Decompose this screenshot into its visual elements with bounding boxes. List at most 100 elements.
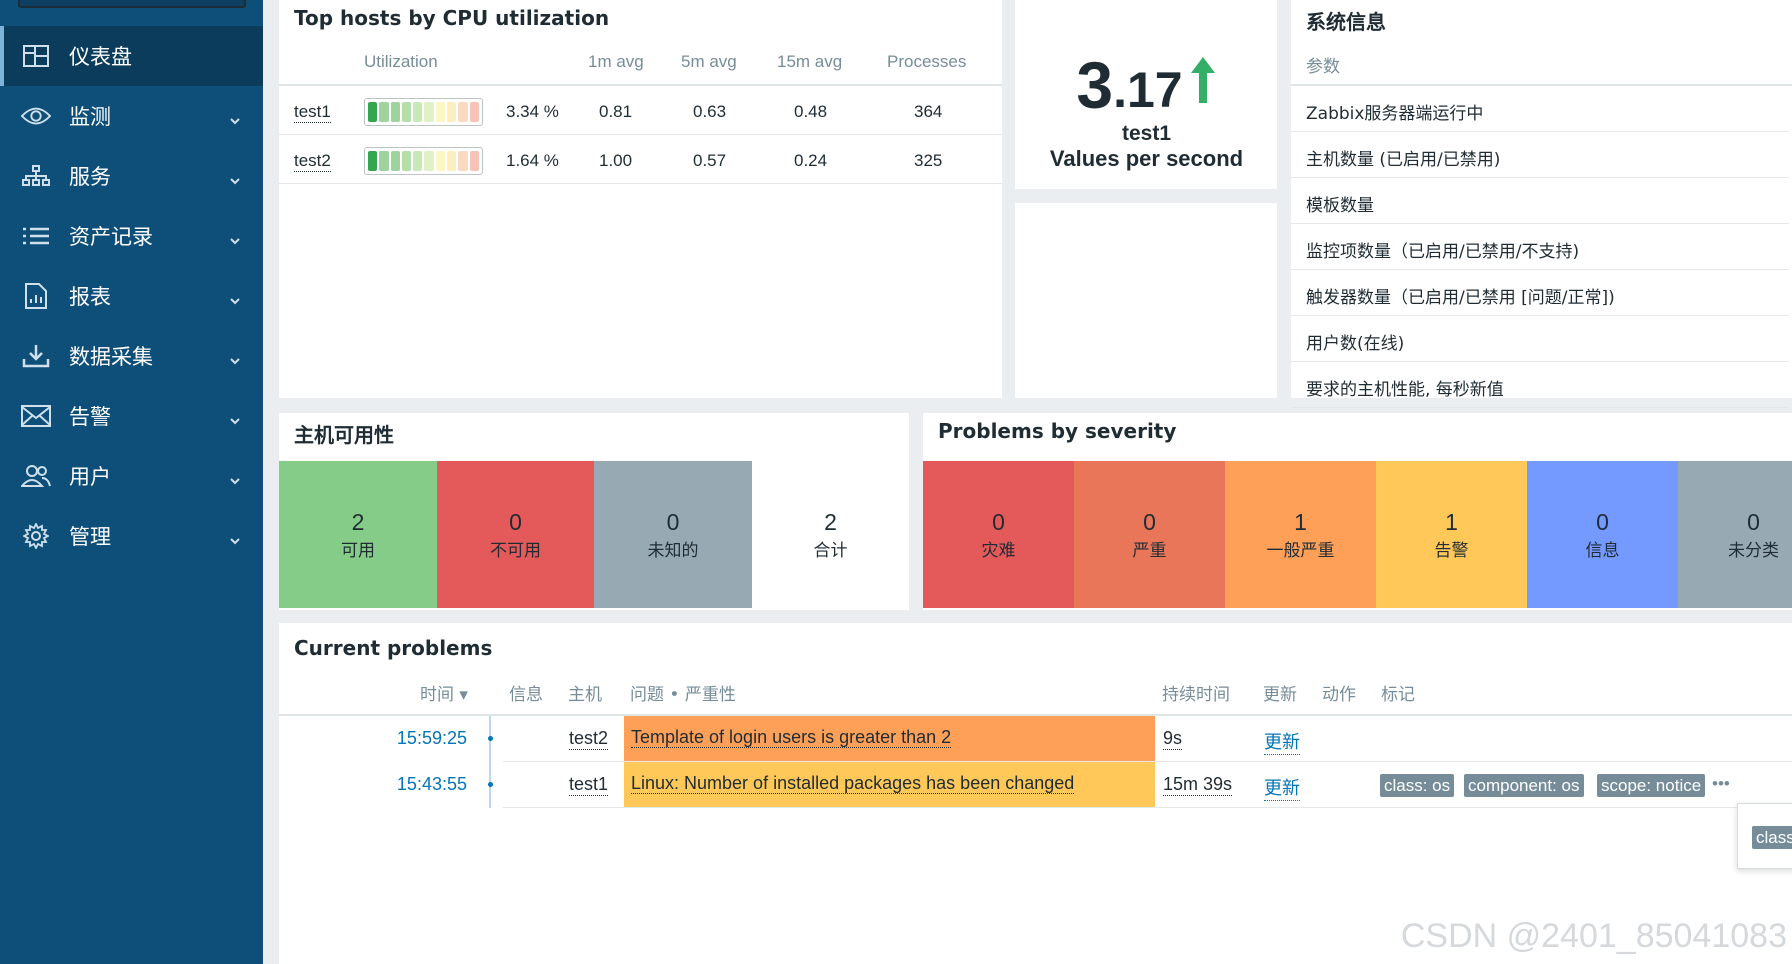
column-header: 5m avg: [681, 52, 737, 71]
chevron-down-icon: [229, 110, 241, 130]
sidebar-item-label: 仪表盘: [69, 45, 132, 69]
avg15-value: 0.48: [794, 102, 828, 121]
sidebar-item-administration[interactable]: 管理: [0, 506, 263, 566]
avg5-value: 0.63: [693, 102, 727, 121]
sidebar: 仪表盘 监测 服务 资产记录 报表 数据采集: [0, 0, 263, 964]
host-link[interactable]: test2: [294, 151, 331, 172]
tag-badge[interactable]: class: os: [1380, 774, 1455, 797]
sysinfo-widget: 系统信息 参数 Zabbix服务器端运行中 主机数量 (已启用/已禁用) 模板数…: [1291, 0, 1792, 408]
severity-average[interactable]: 1 一般严重: [1225, 461, 1376, 608]
tag-badge[interactable]: scope: notice: [1597, 774, 1706, 797]
problem-name[interactable]: Linux: Number of installed packages has …: [631, 773, 1075, 794]
sitemap-icon: [21, 161, 51, 191]
sidebar-item-services[interactable]: 服务: [0, 146, 263, 206]
chevron-down-icon: [229, 470, 241, 490]
report-icon: [21, 281, 51, 311]
sidebar-item-dashboard[interactable]: 仪表盘: [0, 26, 263, 86]
tag-badge[interactable]: component: os: [1464, 774, 1584, 797]
processes-value: 364: [914, 102, 943, 121]
search-input[interactable]: [18, 0, 246, 8]
timeline-dot: [488, 782, 493, 787]
gear-icon: [21, 521, 51, 551]
sidebar-item-reports[interactable]: 报表: [0, 266, 263, 326]
up-arrow-icon: [1189, 55, 1217, 110]
severity-information[interactable]: 0 信息: [1527, 461, 1678, 608]
table-row: 要求的主机性能, 每秒新值: [1291, 362, 1789, 408]
table-row: Zabbix服务器端运行中: [1291, 86, 1789, 132]
problem-time-link[interactable]: 15:59:25: [396, 728, 467, 748]
column-header: 主机: [568, 685, 602, 705]
chevron-down-icon: [229, 290, 241, 310]
availability-unavailable[interactable]: 0 不可用: [437, 461, 594, 608]
sidebar-item-label: 管理: [69, 525, 111, 549]
table-row: 主机数量 (已启用/已禁用): [1291, 132, 1789, 178]
sidebar-item-monitoring[interactable]: 监测: [0, 86, 263, 146]
severity-high[interactable]: 0 严重: [1074, 461, 1225, 608]
table-row: 触发器数量（已启用/已禁用 [问题/正常]): [1291, 270, 1789, 316]
empty-widget: [1015, 203, 1277, 398]
column-header: 15m avg: [777, 52, 843, 71]
problems-widget: Current problems 时间 ▾ 信息 主机 问题 • 严重性 持续时…: [279, 623, 1792, 964]
sidebar-item-label: 资产记录: [69, 225, 153, 249]
sidebar-item-users[interactable]: 用户: [0, 446, 263, 506]
value-display: 3 .17: [1015, 48, 1278, 118]
widget-title: Top hosts by CPU utilization: [294, 6, 610, 30]
users-icon: [21, 461, 51, 491]
sidebar-item-label: 告警: [69, 405, 111, 429]
column-header: 1m avg: [588, 52, 644, 71]
severity-widget: Problems by severity 0 灾难 0 严重 1 一般严重 1 告警 0…: [923, 413, 1792, 610]
host-link[interactable]: test1: [294, 102, 331, 123]
severity-not-classified[interactable]: 0 未分类: [1678, 461, 1792, 608]
update-link[interactable]: 更新: [1264, 728, 1300, 755]
chevron-down-icon: [229, 410, 241, 430]
watermark: CSDN @2401_85041083: [1400, 917, 1787, 955]
severity-warning[interactable]: 1 告警: [1376, 461, 1527, 608]
param-label: 监控项数量（已启用/已禁用/不支持): [1306, 242, 1580, 262]
more-tags-icon[interactable]: •••: [1712, 774, 1730, 793]
update-link[interactable]: 更新: [1264, 774, 1300, 801]
problem-cell[interactable]: Template of login users is greater than …: [624, 716, 1155, 762]
column-header: 信息: [509, 685, 543, 705]
table-row: test1 3.34 % 0.81 0.63 0.48 364: [279, 87, 1002, 135]
problem-cell[interactable]: Linux: Number of installed packages has …: [624, 762, 1155, 808]
sidebar-item-label: 报表: [69, 285, 111, 309]
widget-title: Problems by severity: [938, 419, 1177, 443]
availability-available[interactable]: 2 可用: [279, 461, 437, 608]
param-label: 用户数(在线): [1306, 334, 1405, 354]
value-integer: 3: [1076, 48, 1114, 122]
host-link[interactable]: test1: [569, 774, 609, 796]
cpu-widget: Top hosts by CPU utilization Utilization…: [279, 0, 1002, 398]
tag-badge[interactable]: class: [1752, 826, 1792, 849]
utilization-bar: [364, 98, 483, 126]
chevron-down-icon: [229, 350, 241, 370]
sidebar-item-data-collection[interactable]: 数据采集: [0, 326, 263, 386]
eye-icon: [21, 101, 51, 131]
value-decimal: .17: [1113, 62, 1183, 118]
host-link[interactable]: test2: [569, 728, 609, 750]
chevron-down-icon: [229, 530, 241, 550]
param-label: 模板数量: [1306, 196, 1374, 216]
widget-title: Current problems: [294, 636, 493, 660]
column-header-time[interactable]: 时间 ▾: [420, 685, 468, 705]
mail-icon: [21, 401, 51, 431]
sidebar-item-label: 用户: [69, 465, 111, 489]
chevron-down-icon: [229, 170, 241, 190]
avg5-value: 0.57: [693, 151, 727, 170]
problem-time-link[interactable]: 15:43:55: [396, 774, 467, 794]
table-row: 15:59:25 test2 Template of login users i…: [279, 716, 1792, 762]
column-header: 问题 • 严重性: [630, 685, 736, 705]
param-label: 要求的主机性能, 每秒新值: [1306, 380, 1504, 400]
availability-unknown[interactable]: 0 未知的: [594, 461, 752, 608]
column-header: 持续时间: [1162, 685, 1230, 705]
duration-value: 15m 39s: [1163, 774, 1233, 796]
value-widget: 3 .17 test1 Values per second: [1015, 0, 1277, 189]
sidebar-item-inventory[interactable]: 资产记录: [0, 206, 263, 266]
param-label: 主机数量 (已启用/已禁用): [1306, 150, 1501, 170]
param-label: Zabbix服务器端运行中: [1306, 104, 1484, 124]
severity-disaster[interactable]: 0 灾难: [923, 461, 1074, 608]
download-icon: [21, 341, 51, 371]
problem-name[interactable]: Template of login users is greater than …: [631, 727, 952, 748]
sidebar-item-alerts[interactable]: 告警: [0, 386, 263, 446]
widget-title: 主机可用性: [294, 423, 394, 447]
table-row: 用户数(在线): [1291, 316, 1789, 362]
